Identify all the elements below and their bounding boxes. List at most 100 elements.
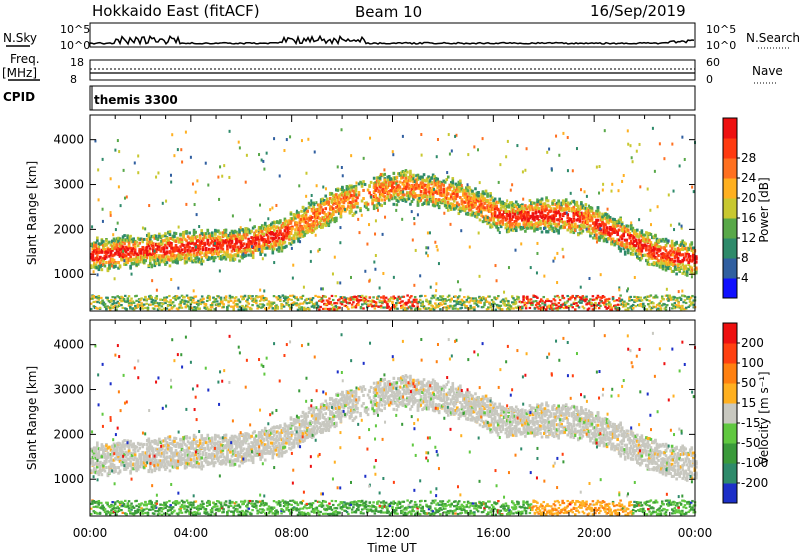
power-cell (508, 215, 512, 219)
power-cell (587, 227, 591, 231)
power-cell (179, 240, 182, 244)
power-near-cell (120, 295, 123, 298)
power-cell (521, 214, 524, 218)
power-near-cell (151, 303, 155, 306)
power-cell (356, 205, 359, 209)
power-cell (522, 226, 526, 230)
power-near-cell (427, 307, 431, 310)
power-cell (610, 225, 613, 229)
power-near-cell (522, 296, 525, 299)
power-cell (179, 254, 182, 258)
power-cell (449, 181, 453, 185)
power-cell (695, 255, 698, 259)
power-cell (297, 226, 300, 230)
power-cell (306, 217, 309, 221)
power-near-cell (103, 305, 107, 308)
power-cell (611, 224, 615, 228)
power-cell (390, 185, 394, 189)
power-cell (422, 173, 426, 177)
power-cell (285, 231, 288, 235)
power-cell (613, 227, 616, 231)
power-cell (318, 220, 321, 224)
power-cell (465, 212, 468, 216)
power-cell (639, 231, 642, 235)
power-cell (575, 200, 579, 204)
power-near-cell (340, 303, 344, 306)
power-cell (611, 217, 615, 221)
power-near-cell (509, 307, 513, 310)
power-cell (558, 215, 562, 219)
power-cell (561, 212, 565, 216)
power-cell (218, 238, 222, 242)
power-cell (165, 255, 169, 259)
power-near-cell (122, 299, 126, 303)
power-near-cell (100, 296, 103, 300)
power-cell (271, 236, 275, 240)
power-near-cell (516, 298, 519, 301)
power-near-cell (335, 308, 339, 311)
power-cell (471, 189, 474, 193)
power-cell (613, 218, 616, 222)
power-cell (259, 229, 262, 233)
power-cell (127, 244, 131, 248)
power-cell (536, 198, 539, 202)
power-cell (103, 244, 107, 248)
power-cell (572, 211, 576, 215)
power-cell (629, 225, 633, 229)
power-near-cell (337, 299, 340, 302)
power-cell (409, 190, 412, 194)
power-cell (332, 194, 335, 198)
power-near-cell (251, 299, 254, 303)
power-cell (474, 212, 477, 216)
power-near-cell (151, 299, 155, 302)
power-cell (636, 248, 639, 252)
power-cell (570, 200, 574, 204)
power-cell (173, 254, 176, 258)
power-near-cell (338, 298, 341, 301)
power-cell (395, 176, 399, 180)
power-cell (244, 236, 247, 240)
power-cell (397, 184, 400, 188)
power-cell (453, 187, 456, 191)
power-near-cell (519, 305, 523, 309)
power-cell (306, 228, 309, 232)
power-cell (106, 241, 110, 245)
power-cell (507, 227, 511, 231)
power-cell (675, 267, 678, 271)
power-cell (652, 262, 656, 266)
power-cell (91, 244, 95, 248)
power-cell (179, 232, 182, 236)
power-cell (236, 234, 240, 238)
power-cell (148, 240, 152, 244)
power-cell (530, 226, 533, 230)
power-near-cell (185, 303, 189, 306)
power-near-cell (234, 296, 238, 299)
power-cell (183, 237, 187, 241)
power-cell (374, 193, 377, 197)
power-cell (348, 206, 352, 210)
power-cell (592, 229, 595, 233)
power-cell (425, 202, 429, 206)
power-near-cell (415, 307, 418, 310)
power-cell (161, 246, 164, 250)
power-cell (298, 234, 302, 238)
power-cell (180, 251, 184, 255)
power-cell (227, 243, 231, 247)
power-cell (121, 235, 125, 239)
power-cell (471, 213, 474, 217)
power-near-cell (442, 302, 446, 305)
power-cell (623, 250, 627, 254)
power-near-cell (129, 305, 132, 309)
power-cell (515, 222, 518, 226)
power-near-cell (373, 300, 377, 304)
power-cell (663, 252, 666, 256)
power-cell (141, 240, 145, 244)
power-cell (203, 232, 207, 236)
power-near-cell (304, 299, 307, 302)
power-cell (566, 228, 570, 232)
power-cell (596, 209, 600, 213)
power-near-cell (316, 306, 320, 309)
power-cell (332, 212, 335, 216)
power-cell (690, 268, 694, 272)
power-cell (489, 202, 492, 206)
